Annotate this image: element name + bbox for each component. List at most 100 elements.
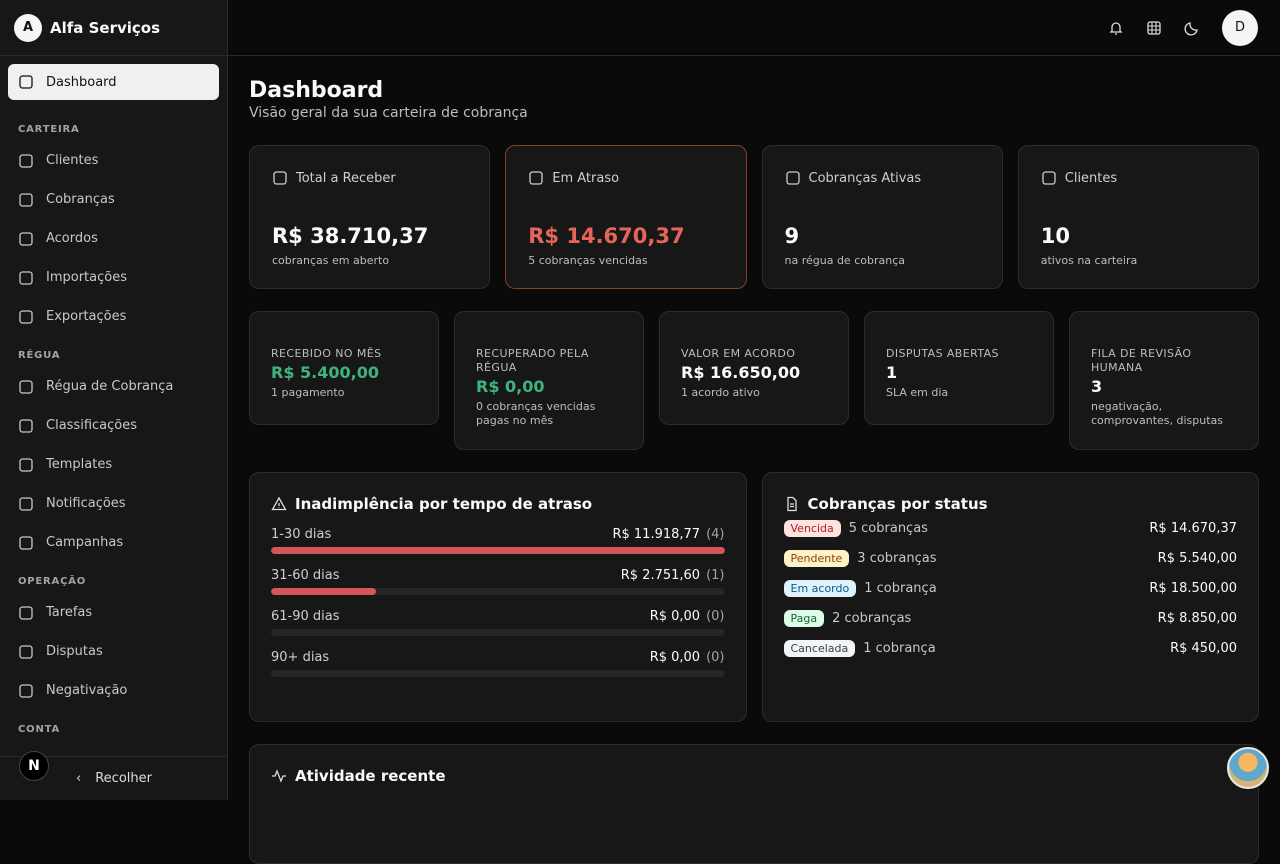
nav-section-title: CONTA — [18, 724, 60, 735]
aging-line: 1-30 dias R$ 11.918,77 (4) — [271, 527, 725, 542]
status-amount: R$ 450,00 — [1170, 640, 1237, 656]
metric-card: RECUPERADO PELA RÉGUA R$ 0,00 0 cobranças … — [454, 311, 644, 450]
nav-label: Clientes — [46, 153, 99, 168]
aging-values: R$ 0,00 (0) — [650, 609, 725, 624]
nav: Dashboard CARTEIRA Clientes Cobranças Acordo… — [0, 56, 227, 741]
metric-card: VALOR EM ACORDO R$ 16.650,00 1 acordo ativ… — [659, 311, 849, 425]
icon — [19, 75, 33, 89]
icon-shape — [19, 309, 33, 324]
nav-item[interactable]: Templates — [8, 445, 219, 484]
icon — [273, 171, 287, 185]
bell-button[interactable] — [1108, 20, 1124, 36]
kpi-value: 10 — [1040, 224, 1070, 248]
nav-label: Importações — [46, 270, 127, 285]
metric-card: FILA DE REVISÃO HUMANA 3 negativação, comp… — [1069, 311, 1259, 450]
status-count: 2 cobranças — [832, 610, 912, 626]
kpi-value: R$ 38.710,37 — [272, 224, 429, 248]
icon — [19, 535, 33, 550]
doc-icon — [786, 496, 797, 512]
metric-note: 1 pagamento — [271, 386, 345, 399]
brand-name: Alfa Serviços — [50, 18, 161, 37]
kpi-card: Clientes 10 ativos na carteira — [1017, 145, 1259, 289]
nav-label: Notificações — [46, 496, 126, 511]
metric-card: RECEBIDO NO MÊS R$ 5.400,00 1 pagamento — [249, 311, 439, 425]
topbar: D — [228, 0, 1280, 56]
status-row: Pendente 3 cobranças R$ 5.540,00 — [783, 543, 1237, 573]
icon — [19, 379, 33, 394]
aging-range: 1-30 dias — [271, 527, 332, 542]
nav-item[interactable]: Classificações — [8, 406, 219, 445]
nav-label: Dashboard — [46, 74, 117, 90]
icon-shape — [19, 457, 33, 472]
icon-shape — [19, 153, 33, 168]
nav-item[interactable]: Acordos — [8, 219, 219, 258]
icon-shape — [785, 171, 800, 185]
nav-item[interactable]: Cobranças — [8, 180, 219, 219]
nav-item[interactable]: Notificações — [8, 484, 219, 523]
metric-label: RECEBIDO NO MÊS — [271, 347, 382, 360]
metric-note: 1 acordo ativo — [681, 386, 760, 399]
nav-item[interactable]: Disputas — [8, 632, 219, 671]
icon-shape — [1042, 171, 1056, 185]
status-amount: R$ 5.540,00 — [1157, 550, 1237, 566]
aging-row: 61-90 dias R$ 0,00 (0) — [271, 609, 725, 636]
metric-note: 0 cobranças vencidas pagas no mês — [476, 400, 596, 427]
metric-card: DISPUTAS ABERTAS 1 SLA em dia — [864, 311, 1054, 425]
theme-button[interactable] — [1184, 20, 1200, 36]
icon — [19, 231, 33, 246]
nav-label: Acordos — [46, 231, 98, 246]
status-row: Cancelada 1 cobrança R$ 450,00 — [783, 633, 1237, 663]
pulse-icon — [272, 769, 286, 783]
dev-badge[interactable]: N — [19, 751, 49, 781]
nav-item[interactable]: Tarefas — [8, 593, 219, 632]
nav-item[interactable]: Clientes — [8, 141, 219, 180]
status-row: Paga 2 cobranças R$ 8.850,00 — [783, 603, 1237, 633]
panel-header: Atividade recente — [271, 767, 1237, 785]
nav-item[interactable]: Campanhas — [8, 523, 219, 562]
page-subtitle: Visão geral da sua carteira de cobrança — [249, 105, 528, 121]
nav-label: Campanhas — [46, 535, 124, 550]
panel-title: Atividade recente — [295, 767, 446, 785]
aging-amount: R$ 2.751,60 — [620, 568, 701, 583]
icon-shape — [19, 379, 33, 394]
grid-button[interactable] — [1146, 20, 1162, 36]
status-pill: Em acordo — [783, 579, 857, 597]
aging-range: 31-60 dias — [271, 568, 340, 583]
icon-shape — [19, 418, 33, 433]
kpi-header: Clientes — [1041, 170, 1236, 186]
kpi-note: na régua de cobrança — [784, 254, 905, 267]
aging-count: (4) — [706, 527, 725, 542]
status-count: 5 cobranças — [848, 520, 928, 536]
metric-note: negativação, comprovantes, disputas — [1091, 400, 1224, 427]
aging-count: (0) — [706, 609, 725, 624]
aging-row: 90+ dias R$ 0,00 (0) — [271, 650, 725, 677]
aging-range: 61-90 dias — [271, 609, 340, 624]
kpi-label: Em Atraso — [552, 170, 620, 186]
aging-values: R$ 11.918,77 (4) — [612, 527, 724, 542]
icon-shape — [19, 231, 33, 246]
icon — [19, 605, 33, 620]
panels: Inadimplência por tempo de atraso 1-30 d… — [249, 472, 1259, 722]
icon — [19, 153, 33, 168]
nav-item[interactable]: Régua de Cobrança — [8, 367, 219, 406]
nav-item[interactable]: Importações — [8, 258, 219, 297]
icon — [19, 418, 33, 433]
assistant-avatar[interactable] — [1227, 747, 1269, 789]
aging-values: R$ 2.751,60 (1) — [621, 568, 725, 583]
chevron: ‹ — [76, 771, 82, 786]
metric-row: RECEBIDO NO MÊS R$ 5.400,00 1 pagamento REC… — [249, 311, 1259, 450]
nav-label: Templates — [46, 457, 113, 472]
brand[interactable]: A Alfa Serviços — [0, 0, 227, 56]
nav-item[interactable]: Exportações — [8, 297, 219, 336]
aging-amount: R$ 0,00 — [649, 650, 701, 665]
nav-label: Tarefas — [46, 605, 93, 620]
nav-item-active[interactable]: Dashboard — [8, 64, 219, 100]
status-amount: R$ 8.850,00 — [1157, 610, 1237, 626]
user-avatar[interactable]: D — [1222, 9, 1258, 46]
nav-section-title: CARTEIRA — [18, 124, 80, 135]
nav-item[interactable]: Negativação — [8, 671, 219, 710]
icon-shape — [19, 683, 33, 698]
kpi-header: Cobranças Ativas — [785, 170, 980, 186]
